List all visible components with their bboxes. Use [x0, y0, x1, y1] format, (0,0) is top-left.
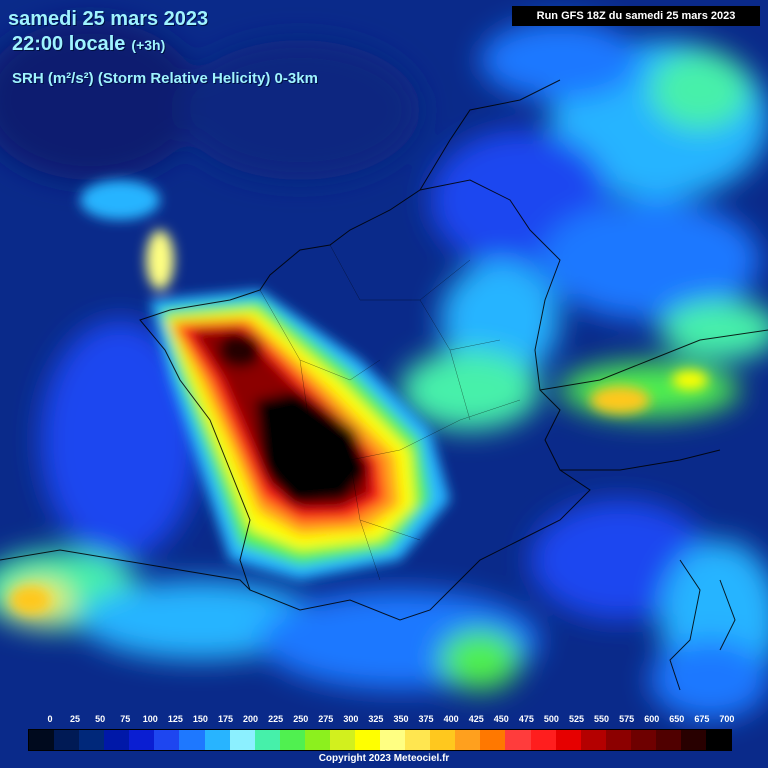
srh-field-core [10, 180, 708, 614]
region-borders [259, 244, 521, 581]
legend-value: 675 [694, 714, 710, 724]
legend-swatch [405, 730, 431, 750]
legend-swatch [630, 730, 656, 750]
legend-value: 200 [243, 714, 259, 724]
legend-value: 275 [318, 714, 334, 724]
legend-value: 475 [518, 714, 534, 724]
srh-field-low [0, 20, 768, 720]
legend-swatch [204, 730, 230, 750]
legend-swatch [104, 730, 130, 750]
legend-swatch [505, 730, 531, 750]
forecast-time: 22:00 locale (+3h) [12, 33, 165, 56]
legend-value: 450 [493, 714, 509, 724]
legend-swatch [380, 730, 406, 750]
forecast-date: samedi 25 mars 2023 [8, 8, 209, 30]
legend-value: 300 [343, 714, 359, 724]
legend-value: 650 [669, 714, 685, 724]
legend-value: 250 [293, 714, 309, 724]
legend-swatch [329, 730, 356, 750]
legend-value: 700 [719, 714, 735, 724]
legend-swatch [179, 730, 205, 750]
legend-swatch [279, 730, 305, 750]
legend-swatch [455, 730, 481, 750]
legend-value: 575 [619, 714, 635, 724]
legend-swatch [530, 730, 556, 750]
legend-swatch [129, 730, 155, 750]
legend-value: 325 [368, 714, 384, 724]
legend-swatch [430, 730, 456, 750]
legend-value: 175 [217, 714, 234, 724]
legend-swatch [154, 730, 180, 750]
legend-color-scale [28, 729, 732, 751]
legend-value: 425 [468, 714, 484, 724]
legend-value: 400 [443, 714, 459, 724]
legend-swatch [605, 730, 631, 750]
legend-swatch [706, 730, 732, 750]
legend-value: 525 [568, 714, 585, 724]
legend-value: 50 [95, 714, 106, 724]
legend-swatch [480, 730, 506, 750]
legend-value: 550 [594, 714, 610, 724]
legend-swatch [229, 730, 255, 750]
legend-swatch [29, 730, 55, 750]
legend-swatch [655, 730, 682, 750]
legend-value: 600 [644, 714, 660, 724]
legend-value: 225 [268, 714, 284, 724]
legend-value: 25 [70, 714, 81, 724]
legend-labels: 0 25 50 75 100 125 150 175 200 225 250 275 300 325 350… [38, 714, 740, 728]
legend-swatch [681, 730, 707, 750]
legend-swatch [254, 730, 280, 750]
legend-swatch [54, 730, 80, 750]
run-label: Run GFS 18Z du samedi 25 mars 2023 [512, 6, 760, 26]
legend-swatch [355, 730, 381, 750]
legend-swatch [555, 730, 581, 750]
legend-value: 125 [167, 714, 183, 724]
legend-value: 350 [393, 714, 409, 724]
forecast-offset: (+3h) [131, 37, 166, 53]
legend-value: 150 [192, 714, 208, 724]
legend-value: 500 [543, 714, 559, 724]
parameter-title: SRH (m²/s²) (Storm Relative Helicity) 0-… [12, 70, 318, 87]
copyright-text: Copyright 2023 Meteociel.fr [318, 753, 450, 764]
legend-swatch [580, 730, 606, 750]
forecast-time-value: 22:00 locale [12, 33, 126, 55]
legend-swatch [79, 730, 105, 750]
legend-swatch [304, 730, 330, 750]
legend-value: 375 [418, 714, 434, 724]
legend-value: 100 [142, 714, 158, 724]
legend-value: 75 [120, 714, 131, 724]
legend-value: 0 [47, 714, 53, 724]
